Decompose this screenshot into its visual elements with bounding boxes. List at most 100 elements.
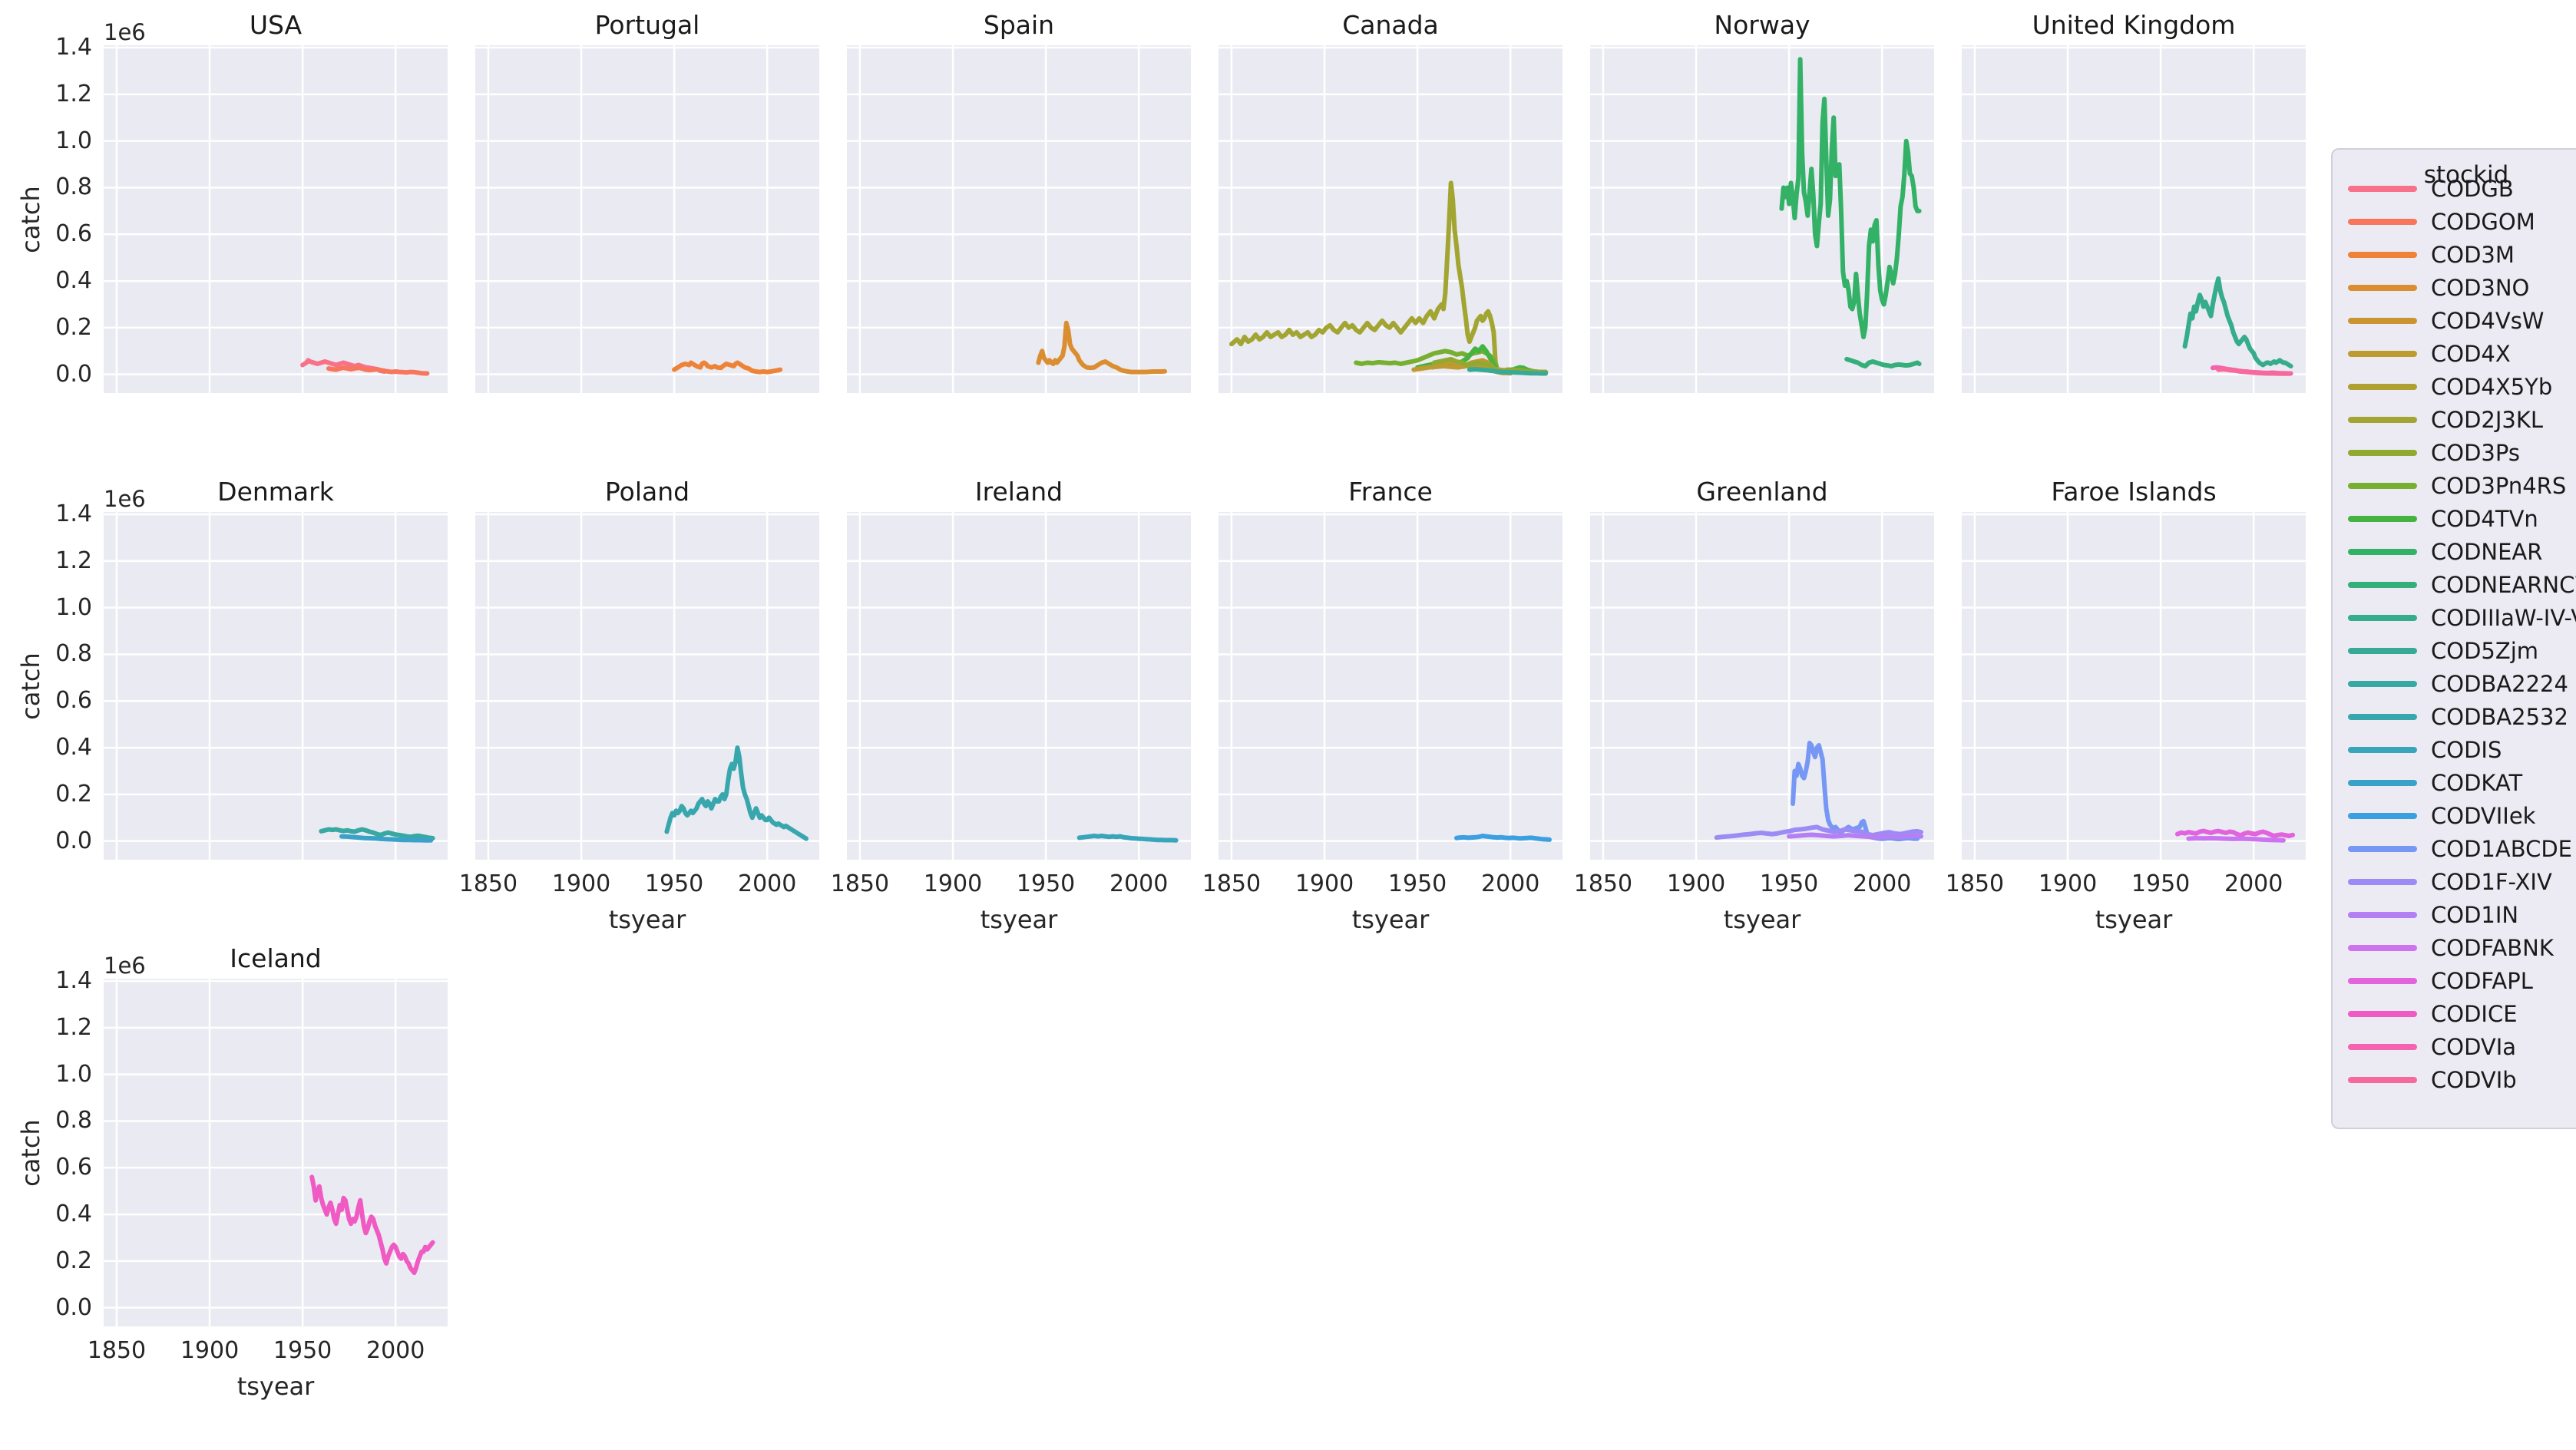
legend-label: CODNEAR xyxy=(2431,539,2543,565)
x-tick-label: 1900 xyxy=(1295,870,1354,897)
legend-swatch-icon xyxy=(2348,780,2417,786)
legend-swatch-icon xyxy=(2348,681,2417,687)
facet-panel-denmark xyxy=(104,512,448,860)
facet-title-greenland: Greenland xyxy=(1696,477,1828,507)
facet-panel-norway xyxy=(1590,45,1934,393)
legend-label: COD4VsW xyxy=(2431,308,2545,334)
y-tick-label: 0.2 xyxy=(55,313,92,341)
facet-plot-canada xyxy=(1219,45,1562,393)
legend-label: CODBA2224 xyxy=(2431,671,2568,697)
x-tick-label: 1950 xyxy=(2131,870,2191,897)
y-tick-label: 0.4 xyxy=(55,734,92,761)
y-tick-label: 0.4 xyxy=(55,1201,92,1228)
facet-plot-norway xyxy=(1590,45,1934,393)
y-axis-label: catch xyxy=(16,1118,45,1187)
series-line-COD1ABCDE xyxy=(1791,741,1920,842)
y-tick-label: 1.4 xyxy=(55,34,92,61)
legend-item-COD3Pn4RS: COD3Pn4RS xyxy=(2333,470,2576,503)
x-tick-label: 2000 xyxy=(366,1337,425,1364)
x-axis-label: tsyear xyxy=(1351,905,1430,934)
legend-item-CODFAPL: CODFAPL xyxy=(2333,965,2576,998)
y-axis-offset-label: 1e6 xyxy=(104,19,146,45)
y-tick-label: 1.4 xyxy=(55,967,92,995)
series-line-CODNEAR xyxy=(1779,57,1922,339)
legend-swatch-icon xyxy=(2348,516,2417,522)
legend-label: COD1F-XIV xyxy=(2431,869,2552,895)
facet-plot-faroe-islands xyxy=(1962,512,2306,860)
x-tick-label: 1950 xyxy=(1759,870,1819,897)
series-line-CODVIb xyxy=(2216,367,2292,376)
legend-item-CODNEARNCW: CODNEARNCW xyxy=(2333,569,2576,602)
legend-item-COD4X: COD4X xyxy=(2333,338,2576,371)
legend-item-CODVIa: CODVIa xyxy=(2333,1031,2576,1064)
legend-swatch-icon xyxy=(2348,483,2417,489)
y-tick-label: 0.0 xyxy=(55,360,92,388)
facet-panel-france xyxy=(1219,512,1562,860)
legend-label: CODGOM xyxy=(2431,209,2535,235)
facet-panel-faroe-islands xyxy=(1962,512,2306,860)
y-tick-label: 0.6 xyxy=(55,687,92,715)
y-tick-label: 1.4 xyxy=(55,500,92,528)
legend-swatch-icon xyxy=(2348,846,2417,852)
facet-plot-ireland xyxy=(847,512,1191,860)
facet-title-spain: Spain xyxy=(983,10,1055,40)
y-tick-label: 1.2 xyxy=(55,547,92,574)
facet-panel-spain xyxy=(847,45,1191,393)
legend-item-CODBA2224: CODBA2224 xyxy=(2333,668,2576,701)
series-line-COD1F-XIV xyxy=(1714,824,1923,841)
facet-title-norway: Norway xyxy=(1714,10,1810,40)
legend-swatch-icon xyxy=(2348,450,2417,456)
facet-title-canada: Canada xyxy=(1342,10,1439,40)
series-line-CODNEARNCW xyxy=(1844,356,1922,368)
x-tick-label: 1850 xyxy=(1573,870,1633,897)
facet-panel-usa xyxy=(104,45,448,393)
legend-item-COD5Zjm: COD5Zjm xyxy=(2333,635,2576,668)
legend-swatch-icon xyxy=(2348,318,2417,324)
legend-label: COD4TVn xyxy=(2431,506,2538,532)
y-tick-label: 0.0 xyxy=(55,1293,92,1321)
legend-label: COD1ABCDE xyxy=(2431,836,2572,862)
facet-panel-canada xyxy=(1219,45,1562,393)
x-tick-label: 1900 xyxy=(923,870,983,897)
legend-swatch-icon xyxy=(2348,384,2417,390)
legend-label: CODVIa xyxy=(2431,1034,2517,1060)
x-tick-label: 1950 xyxy=(1387,870,1447,897)
facet-panel-portugal xyxy=(475,45,819,393)
facet-plot-usa xyxy=(104,45,448,393)
legend-label: COD3NO xyxy=(2431,275,2530,301)
legend-swatch-icon xyxy=(2348,648,2417,654)
x-axis-label: tsyear xyxy=(608,905,686,934)
series-line-COD2J3KL xyxy=(1229,180,1546,375)
y-tick-label: 0.8 xyxy=(55,173,92,201)
x-tick-label: 2000 xyxy=(738,870,797,897)
legend-swatch-icon xyxy=(2348,714,2417,720)
legend-swatch-icon xyxy=(2348,417,2417,423)
legend-swatch-icon xyxy=(2348,879,2417,885)
legend-item-CODICE: CODICE xyxy=(2333,998,2576,1031)
legend-label: CODFABNK xyxy=(2431,935,2554,961)
y-tick-label: 0.8 xyxy=(55,640,92,668)
series-line-CODICE xyxy=(309,1174,435,1276)
x-tick-label: 1950 xyxy=(273,1337,332,1364)
x-tick-label: 1900 xyxy=(551,870,611,897)
legend-title: stockid xyxy=(2423,161,2509,189)
facet-title-usa: USA xyxy=(249,10,303,40)
series-line-CODFABNK xyxy=(2186,836,2286,843)
legend-label: CODIIIaW-IV-VIId xyxy=(2431,605,2576,631)
x-axis-label: tsyear xyxy=(2095,905,2173,934)
legend-label: CODGB xyxy=(2431,176,2514,202)
facet-plot-france xyxy=(1219,512,1562,860)
x-tick-label: 1900 xyxy=(1666,870,1726,897)
facet-title-france: France xyxy=(1348,477,1433,507)
legend-swatch-icon xyxy=(2348,813,2417,819)
legend-label: COD2J3KL xyxy=(2431,407,2544,433)
facet-title-faroe-islands: Faroe Islands xyxy=(2051,477,2217,507)
facet-panel-poland xyxy=(475,512,819,860)
legend-item-COD1ABCDE: COD1ABCDE xyxy=(2333,833,2576,866)
legend-item-CODGB: CODGB xyxy=(2333,173,2576,206)
series-line-CODBA2532 xyxy=(664,745,809,841)
legend-swatch-icon xyxy=(2348,219,2417,225)
x-axis-label: tsyear xyxy=(980,905,1058,934)
series-line-CODIS xyxy=(1076,834,1179,843)
legend-item-CODBA2532: CODBA2532 xyxy=(2333,701,2576,734)
